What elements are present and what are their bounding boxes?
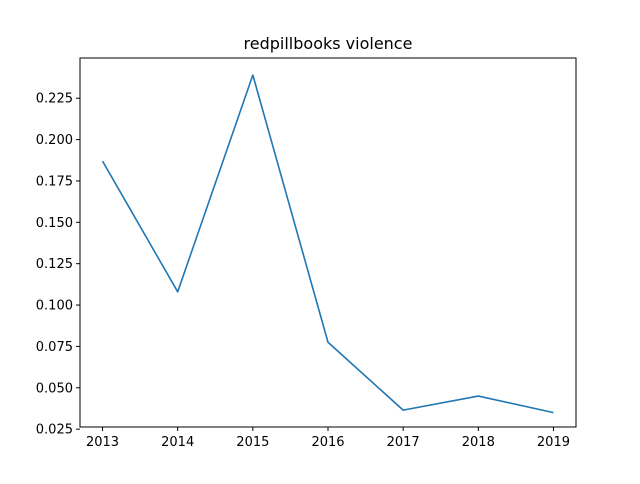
plot-frame (79, 57, 577, 428)
series-line-0 (101, 74, 554, 414)
y-tick-label: 0.075 (36, 340, 73, 355)
x-tick-label: 2013 (86, 435, 119, 450)
y-tick-label: 0.200 (36, 133, 73, 148)
x-tick-label: 2014 (161, 435, 194, 450)
y-tick-label: 0.050 (36, 381, 73, 396)
x-tick-label: 2015 (236, 435, 269, 450)
x-tick-label: 2016 (311, 435, 344, 450)
y-tick-label: 0.175 (36, 174, 73, 189)
x-tick-label: 2018 (462, 435, 495, 450)
y-tick-label: 0.150 (36, 216, 73, 231)
x-tick-label: 2019 (537, 435, 570, 450)
x-tick-label: 2017 (387, 435, 420, 450)
x-axis: 2013 2014 2015 2016 2017 2018 2019 (86, 427, 570, 450)
y-tick-label: 0.100 (36, 299, 73, 314)
chart-title: redpillbooks violence (244, 34, 413, 53)
plot-area (101, 74, 554, 414)
y-tick-label: 0.225 (36, 92, 73, 107)
y-axis: 0.025 0.050 0.075 0.100 0.125 0.150 0.175 0.200… (36, 92, 80, 438)
y-tick-label: 0.025 (36, 423, 73, 438)
y-tick-label: 0.125 (36, 257, 73, 272)
